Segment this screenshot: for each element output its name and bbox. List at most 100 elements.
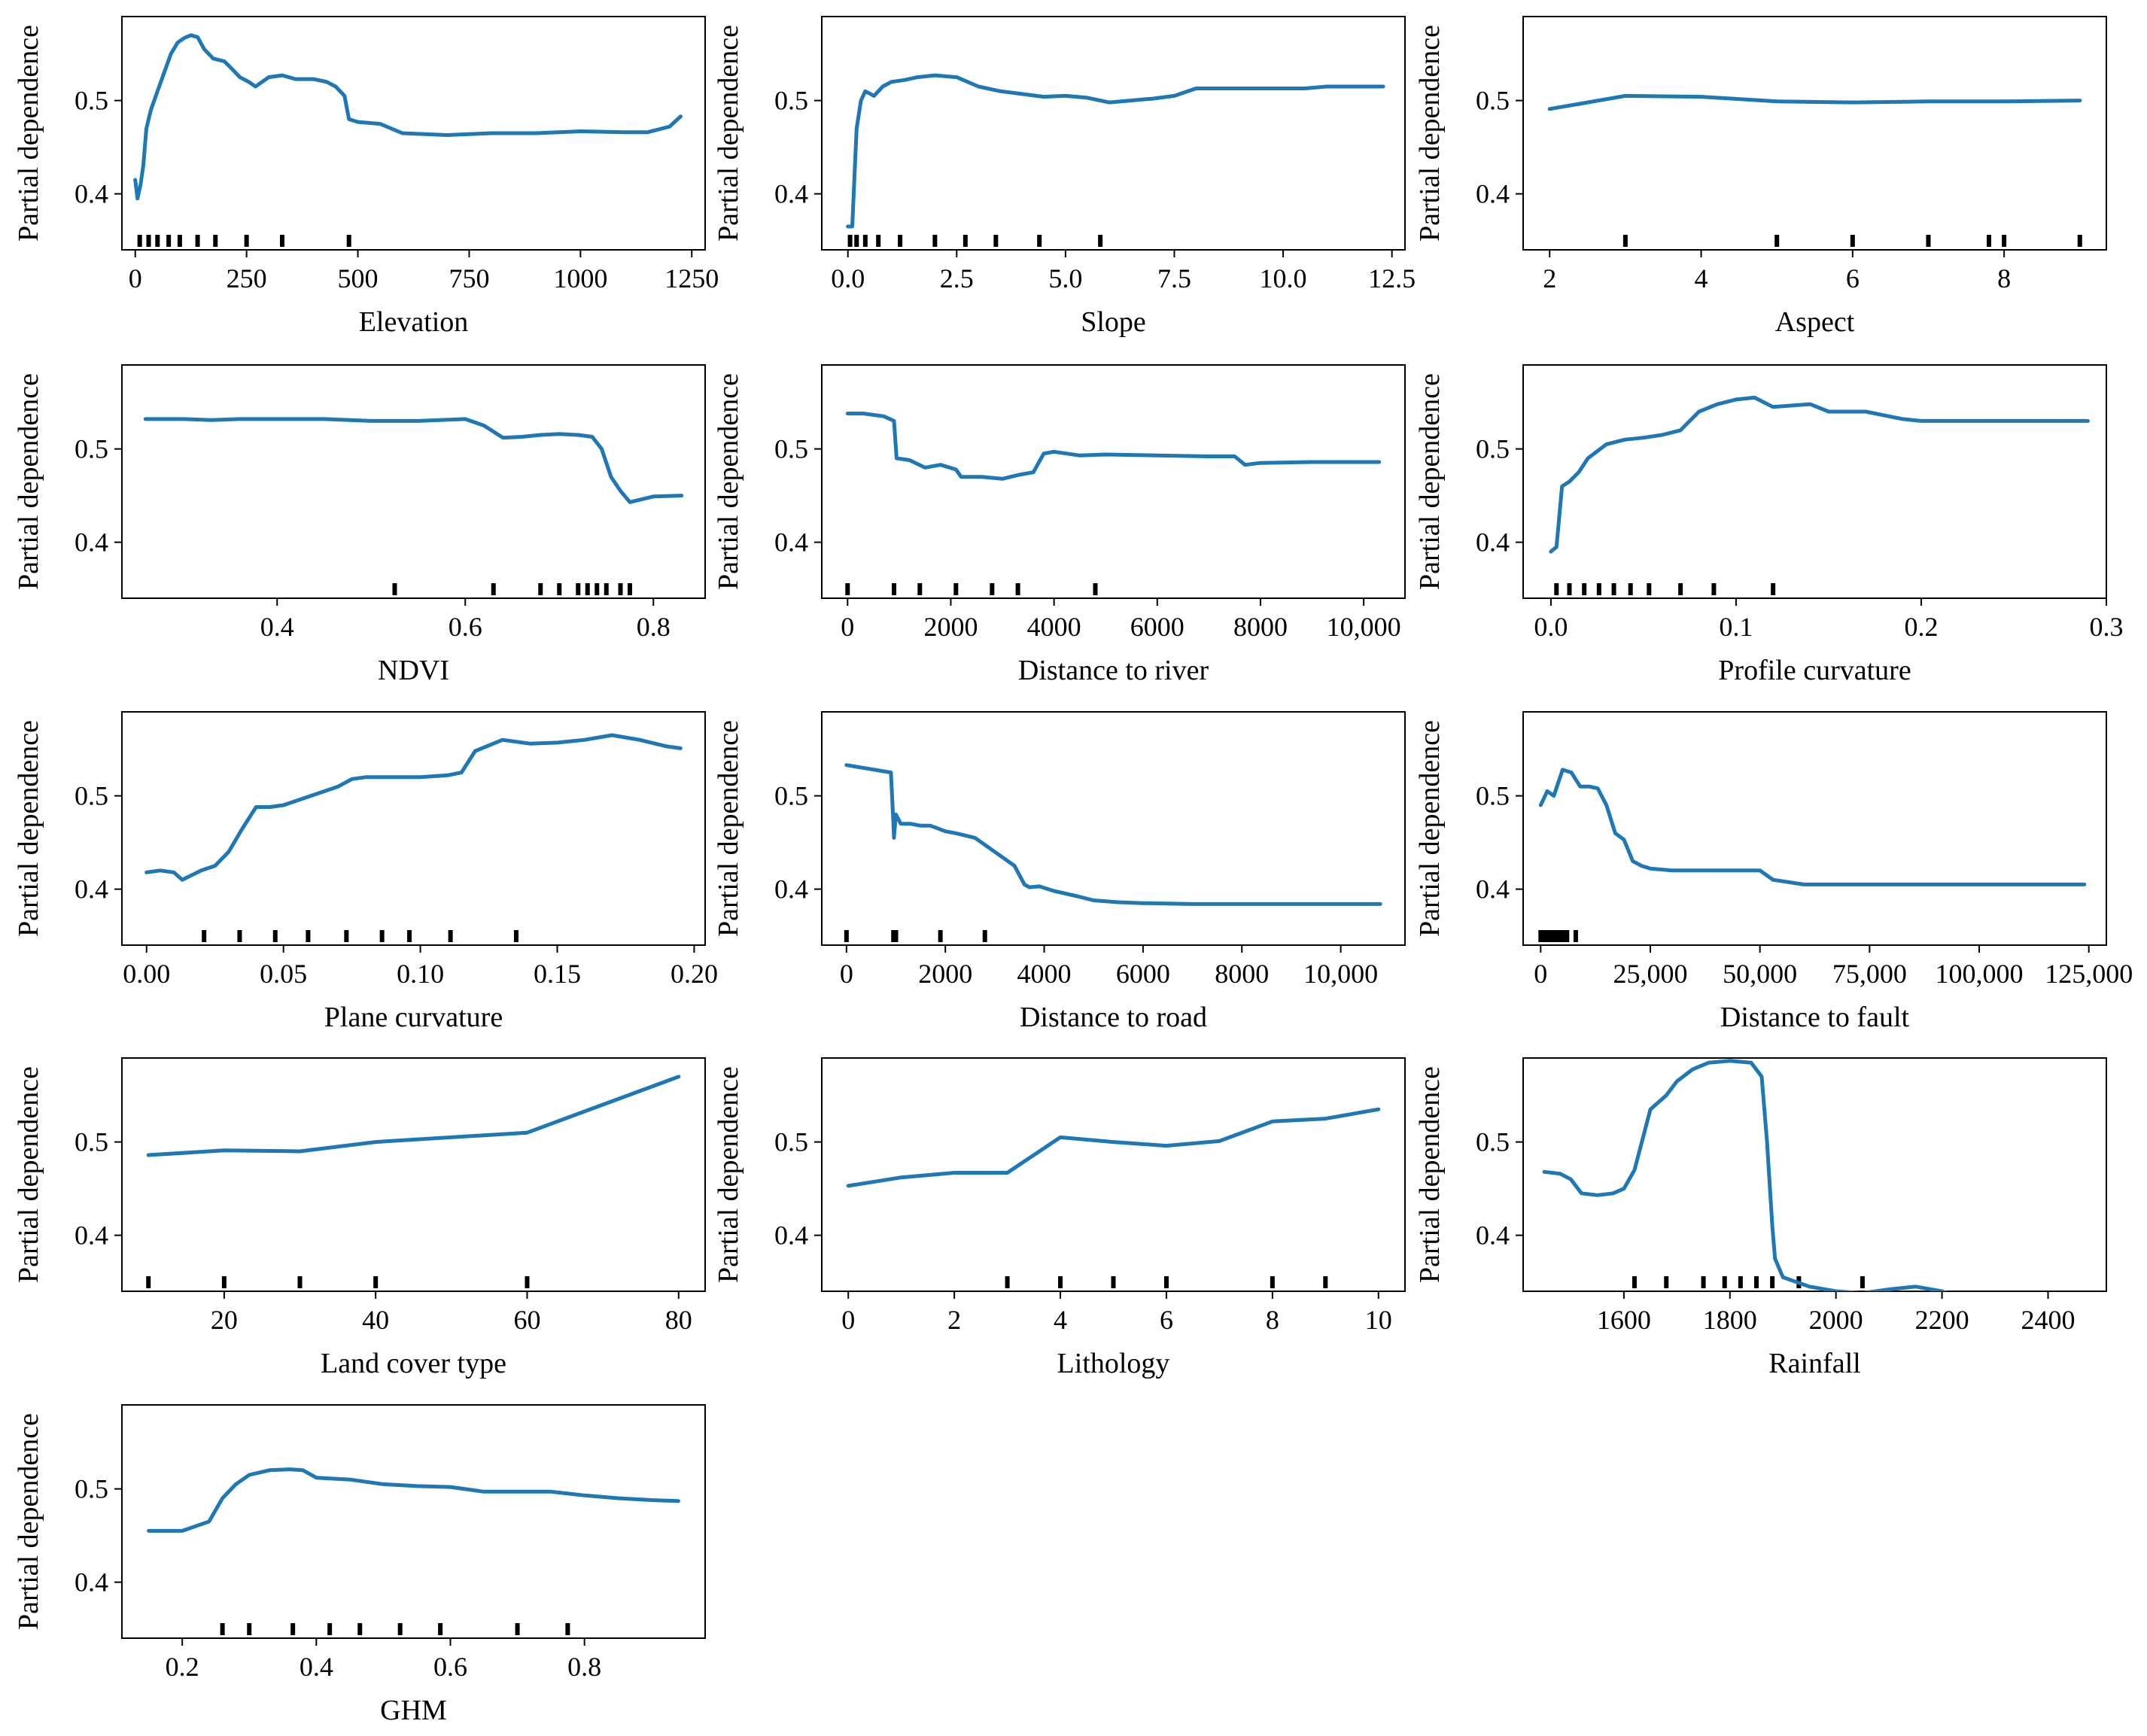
- y-tick-label: 0.4: [75, 1221, 108, 1251]
- y-tick-label: 0.4: [1476, 1221, 1510, 1251]
- x-axis-label: Distance to fault: [1720, 1002, 1910, 1033]
- x-tick-label: 0.2: [166, 1652, 199, 1682]
- x-tick-label: 12.5: [1368, 263, 1416, 293]
- y-tick-label: 0.4: [75, 527, 108, 558]
- pd-curve: [1542, 1059, 1948, 1291]
- y-tick-label: 0.5: [75, 1474, 108, 1504]
- y-tick-label: 0.4: [774, 179, 808, 209]
- x-tick-label: 750: [449, 263, 489, 293]
- x-tick-label: 8000: [1233, 612, 1288, 642]
- y-tick-label: 0.4: [75, 1567, 108, 1598]
- x-tick-label: 250: [227, 263, 267, 293]
- x-tick-label: 2200: [1915, 1305, 1969, 1335]
- x-tick-label: 1800: [1703, 1305, 1757, 1335]
- x-tick-label: 25,000: [1613, 959, 1687, 989]
- x-tick-label: 8: [1997, 263, 2011, 293]
- pd-curve: [1538, 768, 2087, 886]
- plot-frame: [121, 1057, 706, 1292]
- y-tick-label: 0.5: [1476, 434, 1510, 464]
- y-axis-label: Partial dependence: [13, 720, 44, 937]
- y-axis-label: Partial dependence: [1414, 373, 1446, 590]
- y-tick-label: 0.5: [75, 86, 108, 116]
- y-tick-label: 0.5: [774, 781, 808, 811]
- y-axis-label: Partial dependence: [1414, 25, 1446, 242]
- x-tick-label: 0.00: [123, 959, 170, 989]
- x-tick-label: 10.0: [1260, 263, 1307, 293]
- x-tick-label: 8000: [1215, 959, 1269, 989]
- pd-subplot-land-cover-type: 20 40 60 80 0.4 0.5 Land cover type Partial dep…: [13, 1057, 706, 1379]
- x-tick-label: 0.05: [260, 959, 307, 989]
- pd-subplot-slope: 0.0 2.5 5.0 7.5 10.0 12.5 0.4 0.5 Slope Partial d…: [713, 16, 1416, 338]
- x-tick-label: 4000: [1027, 612, 1081, 642]
- x-tick-label: 0.0: [1534, 612, 1568, 642]
- plot-frame: [121, 711, 706, 946]
- x-tick-label: 0.4: [300, 1652, 333, 1682]
- pd-subplot-plane-curvature: 0.00 0.05 0.10 0.15 0.20 0.4 0.5 Plane curvatur…: [13, 711, 718, 1033]
- x-axis-label: Rainfall: [1768, 1348, 1860, 1379]
- plot-frame: [821, 16, 1406, 251]
- x-tick-label: 100,000: [1936, 959, 2024, 989]
- x-tick-label: 6000: [1116, 959, 1170, 989]
- x-tick-label: 80: [665, 1305, 692, 1335]
- x-tick-label: 6000: [1130, 612, 1184, 642]
- x-tick-label: 60: [513, 1305, 540, 1335]
- x-tick-label: 0: [840, 959, 853, 989]
- y-tick-label: 0.5: [75, 781, 108, 811]
- x-tick-label: 5.0: [1048, 263, 1082, 293]
- pd-curve: [144, 733, 683, 882]
- x-tick-label: 4: [1054, 1305, 1067, 1335]
- x-axis-label: Elevation: [359, 306, 469, 338]
- pd-curve: [1549, 395, 2090, 554]
- x-tick-label: 0.6: [449, 612, 482, 642]
- y-axis-label: Partial dependence: [13, 373, 44, 590]
- x-tick-label: 6: [1160, 1305, 1173, 1335]
- plot-frame: [1522, 1057, 2107, 1292]
- x-tick-label: 75,000: [1832, 959, 1907, 989]
- x-tick-label: 125,000: [2045, 959, 2133, 989]
- x-axis-label: Lithology: [1057, 1348, 1170, 1379]
- y-tick-label: 0.4: [774, 1221, 808, 1251]
- x-tick-label: 10,000: [1327, 612, 1401, 642]
- x-tick-label: 0: [129, 263, 142, 293]
- x-axis-label: Aspect: [1775, 306, 1855, 338]
- plot-frame: [821, 711, 1406, 946]
- y-axis-label: Partial dependence: [13, 25, 44, 242]
- plot-frame: [821, 1057, 1406, 1292]
- pd-curve: [146, 1075, 681, 1157]
- x-tick-label: 10: [1365, 1305, 1392, 1335]
- y-axis-label: Partial dependence: [713, 720, 744, 937]
- y-tick-label: 0.5: [1476, 1127, 1510, 1157]
- x-tick-label: 4: [1695, 263, 1708, 293]
- x-tick-label: 0.10: [397, 959, 444, 989]
- x-tick-label: 40: [362, 1305, 389, 1335]
- pd-subplot-ghm: 0.2 0.4 0.6 0.8 0.4 0.5 GHM Partial dependence: [13, 1404, 706, 1726]
- x-tick-label: 0.2: [1904, 612, 1938, 642]
- x-tick-label: 0.8: [567, 1652, 601, 1682]
- plot-frame: [821, 364, 1406, 599]
- x-tick-label: 10,000: [1303, 959, 1378, 989]
- x-tick-label: 20: [211, 1305, 238, 1335]
- pd-subplot-rainfall: 1600 1800 2000 2200 2400 0.4 0.5 Rainfall Partia…: [1414, 1057, 2107, 1379]
- x-tick-label: 2.5: [940, 263, 974, 293]
- pd-curve: [844, 763, 1382, 906]
- x-tick-label: 0: [841, 1305, 855, 1335]
- x-tick-label: 1000: [553, 263, 607, 293]
- plot-frame: [1522, 16, 2107, 251]
- x-tick-label: 6: [1846, 263, 1860, 293]
- x-axis-label: GHM: [380, 1695, 447, 1726]
- y-tick-label: 0.5: [75, 1127, 108, 1157]
- pd-curve: [1547, 93, 2082, 111]
- x-axis-label: NDVI: [378, 655, 449, 686]
- pd-curve: [147, 1467, 680, 1533]
- pd-curve: [846, 73, 1385, 229]
- pd-subplot-distance-to-fault: 0 25,000 50,000 75,000 100,000 125,000 0.4 0.5 D…: [1414, 711, 2133, 1033]
- y-axis-label: Partial dependence: [13, 1413, 44, 1630]
- x-tick-label: 0.3: [2090, 612, 2124, 642]
- x-tick-label: 1250: [664, 263, 719, 293]
- plot-frame: [121, 364, 706, 599]
- x-tick-label: 0.8: [637, 612, 671, 642]
- pd-subplot-profile-curvature: 0.0 0.1 0.2 0.3 0.4 0.5 Profile curvature Parti…: [1414, 364, 2124, 686]
- pd-subplot-elevation: 0 250 500 750 1000 1250 0.4 0.5 Elevation Partial…: [13, 16, 719, 338]
- y-tick-label: 0.5: [75, 434, 108, 464]
- y-tick-label: 0.5: [774, 1127, 808, 1157]
